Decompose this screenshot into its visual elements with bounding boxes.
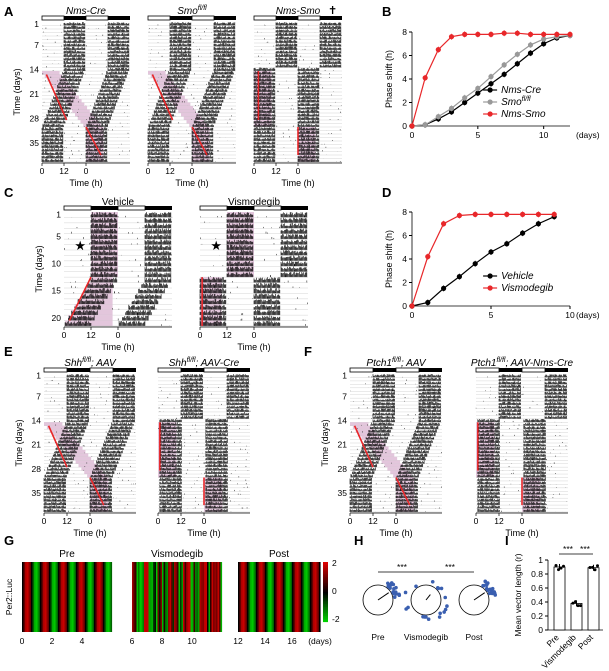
- shade: [72, 110, 90, 114]
- light-bar: [254, 16, 276, 20]
- light-bar: [42, 16, 64, 20]
- dark-bar: [108, 16, 130, 20]
- actogram-A2: [148, 16, 236, 163]
- light-bar: [148, 16, 170, 20]
- shade: [148, 71, 166, 75]
- actogram-A3: [254, 16, 342, 163]
- shade: [178, 110, 196, 114]
- shade: [42, 71, 60, 75]
- actogram-A1: [42, 16, 130, 163]
- dark-bar: [214, 16, 236, 20]
- shade: [181, 113, 199, 117]
- panel-label-A: A: [4, 4, 14, 19]
- shade: [176, 106, 194, 110]
- shade: [75, 113, 93, 117]
